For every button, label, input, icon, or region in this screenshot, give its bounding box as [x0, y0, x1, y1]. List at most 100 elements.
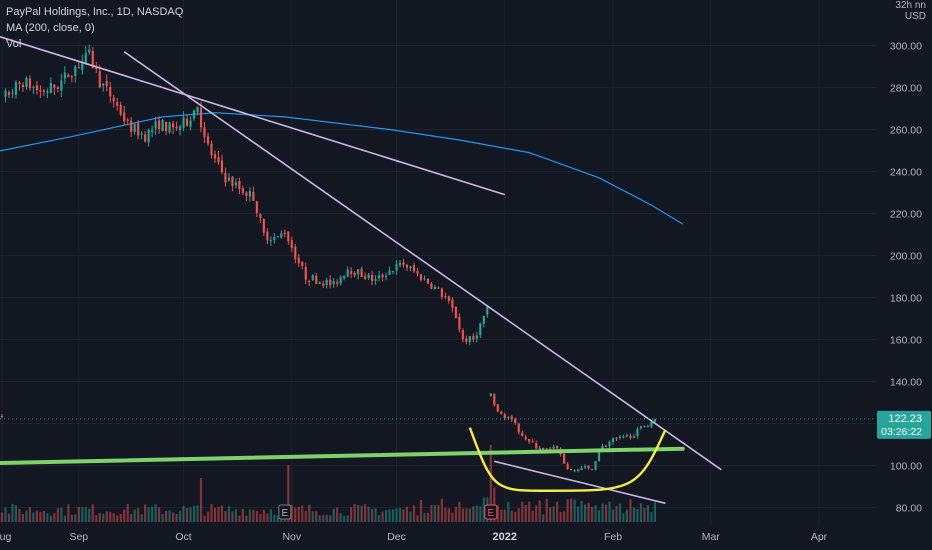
candle-body	[500, 411, 503, 414]
candle-body	[67, 75, 70, 78]
price-tag-value: 122.23	[888, 413, 922, 425]
candle-body	[203, 127, 206, 137]
candle-body	[486, 306, 489, 315]
volume-bar	[364, 504, 367, 522]
volume-bar	[650, 512, 653, 522]
volume-bar	[395, 508, 398, 522]
trendline	[123, 51, 722, 471]
volume-bar	[199, 478, 203, 522]
candle-body	[611, 438, 615, 443]
ma-indicator-label[interactable]: MA (200, close, 0)	[6, 22, 95, 34]
volume-bar	[482, 497, 485, 522]
candle-body	[217, 157, 220, 163]
volume-bar	[308, 504, 311, 522]
candle-body	[538, 448, 541, 450]
volume-bar	[440, 498, 444, 522]
volume-bar	[398, 507, 402, 522]
volume-bar	[21, 513, 25, 522]
volume-bar	[252, 509, 255, 522]
volume-bar	[388, 509, 391, 522]
time-axis[interactable]: Aug Sep Oct Nov Dec 2022 Feb Mar Apr	[0, 531, 828, 543]
price-axis[interactable]: 80.00100.00120.00140.00160.00180.00200.0…	[876, 0, 932, 550]
candle-body	[56, 87, 59, 90]
candle-body	[224, 172, 227, 183]
volume-bar	[217, 506, 220, 522]
volume-bar	[346, 515, 349, 522]
volume-bar	[95, 515, 98, 522]
volume-bar	[357, 504, 360, 522]
volume-bar	[137, 508, 140, 522]
candle-body	[245, 192, 248, 196]
candle-body	[147, 129, 150, 143]
volume-bar	[577, 506, 580, 522]
symbol-title[interactable]: PayPal Holdings, Inc., 1D, NASDAQ	[6, 6, 184, 18]
volume-bar	[220, 505, 224, 522]
candle-body	[507, 417, 510, 419]
candle-body	[580, 467, 583, 470]
volume-bar	[259, 513, 262, 522]
candle-body	[185, 118, 189, 126]
volume-bar	[126, 503, 129, 522]
volume-bar	[4, 507, 7, 522]
volume-bar	[25, 510, 28, 522]
candle-body	[653, 418, 656, 422]
volume-bar	[102, 513, 105, 522]
candle-body	[615, 437, 618, 439]
volume-bar	[290, 505, 293, 522]
candle-body	[301, 262, 304, 266]
candle-body	[339, 277, 342, 284]
price-tick-label: 80.00	[896, 503, 922, 515]
volume-bar	[77, 506, 80, 522]
candle-body	[287, 231, 290, 242]
candle-body	[412, 265, 416, 272]
volume-bar	[563, 511, 566, 522]
candle-body	[597, 449, 601, 462]
candle-body	[144, 134, 147, 142]
volume-bar	[175, 514, 178, 522]
candle-body	[594, 461, 597, 470]
candle-body	[367, 274, 370, 278]
price-tick-label: 100.00	[890, 461, 922, 473]
volume-bar	[489, 445, 492, 522]
price-tick-label: 240.00	[890, 167, 922, 179]
candle-body	[46, 91, 49, 93]
candle-body	[318, 282, 321, 284]
volume-bar	[545, 498, 548, 522]
volume-bar	[402, 509, 405, 522]
candle-body	[479, 323, 482, 336]
volume-bar	[119, 513, 122, 522]
volume-bar	[105, 511, 108, 522]
candle-body	[391, 271, 395, 273]
volume-bar	[454, 507, 457, 522]
candle-body	[154, 121, 157, 129]
candle-body	[220, 160, 224, 173]
candle-body	[11, 92, 14, 94]
volume-bar	[556, 501, 559, 522]
volume-bar	[451, 512, 454, 522]
volume-bar	[287, 465, 290, 522]
candle-body	[213, 154, 217, 159]
candle-body	[545, 448, 548, 450]
price-tick-label: 160.00	[890, 335, 922, 347]
candle-body	[315, 275, 318, 284]
volume-bar	[353, 503, 356, 522]
volume-bar	[39, 512, 42, 522]
candle-body	[583, 466, 587, 468]
currency-label[interactable]: USD	[904, 11, 926, 22]
volume-bar	[643, 507, 646, 522]
volume-bar	[224, 510, 227, 522]
volume-bar	[573, 499, 576, 522]
volume-bar	[178, 510, 182, 522]
volume-bar	[604, 504, 608, 522]
volume-bar	[531, 510, 534, 522]
volume-bar	[325, 514, 328, 522]
volume-bar	[203, 515, 206, 522]
candle-body	[252, 191, 255, 201]
candle-body	[451, 299, 454, 309]
volume-indicator-label[interactable]: Vol	[6, 38, 22, 50]
volume-bar	[273, 514, 276, 522]
candle-body	[332, 280, 335, 285]
